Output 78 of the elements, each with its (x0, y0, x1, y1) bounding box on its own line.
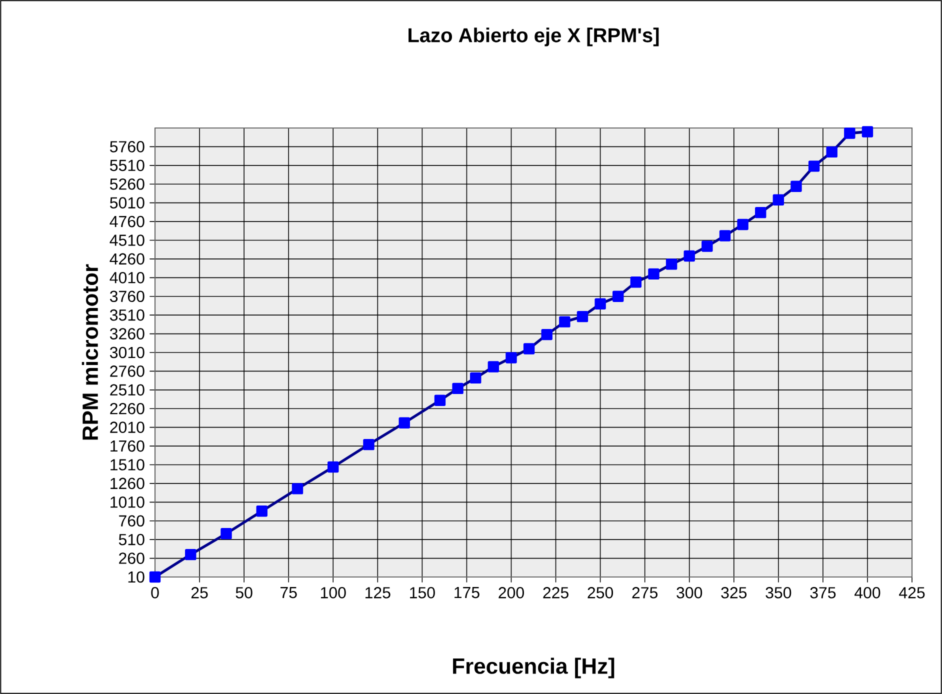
point (220, 528, 232, 540)
y-tick-label: 5760 (110, 141, 144, 152)
point (630, 276, 642, 288)
point (185, 548, 196, 560)
x-tick-label: 125 (366, 587, 390, 598)
point (434, 394, 446, 406)
point (292, 483, 304, 494)
y-tick-label: 4760 (110, 216, 144, 228)
point (506, 352, 517, 364)
y-tick-label: 510 (118, 534, 144, 546)
point (844, 128, 856, 139)
point (719, 230, 731, 242)
y-tick-label: 3510 (110, 309, 144, 321)
point (328, 461, 339, 473)
point (256, 506, 268, 517)
x-tick-label: 75 (280, 587, 297, 598)
point (702, 240, 713, 252)
x-tick-label: 400 (854, 587, 880, 598)
point (398, 417, 410, 428)
x-tick-label: 275 (632, 587, 658, 598)
x-tick-label: 300 (676, 587, 702, 598)
point (826, 146, 838, 158)
y-tick-label: 5510 (110, 160, 144, 172)
point (755, 206, 766, 218)
point (648, 268, 660, 280)
x-tick-label: 175 (454, 587, 480, 598)
point (363, 438, 374, 450)
point (666, 258, 678, 270)
x-tick-label: 350 (766, 587, 792, 598)
point (790, 180, 802, 192)
point (612, 290, 624, 302)
y-tick-label: 4260 (110, 253, 144, 265)
y-tick-label: 2010 (110, 422, 144, 433)
x-tick-label: 150 (410, 587, 435, 598)
x-axis-title: Frecuencia [Hz] (453, 658, 614, 678)
point (559, 316, 570, 328)
y-tick-label: 3260 (110, 328, 144, 340)
y-tick-label: 4010 (110, 272, 144, 284)
chart-title: Lazo Abierto eje X [RPM's] (408, 28, 659, 46)
point (808, 160, 820, 172)
y-tick-label: 260 (119, 552, 144, 564)
x-tick-label: 250 (588, 587, 614, 598)
point (149, 571, 161, 583)
point (737, 218, 748, 230)
point (594, 298, 606, 310)
x-tick-label: 25 (191, 587, 208, 598)
point (452, 382, 464, 394)
y-tick-label: 1510 (110, 459, 144, 470)
y-tick-label: 5260 (110, 178, 144, 190)
y-tick-label: 2510 (110, 384, 144, 396)
y-tick-label: 3010 (110, 346, 144, 358)
y-tick-label: 1760 (110, 440, 144, 452)
x-tick-label: 375 (810, 587, 836, 598)
y-tick-label: 2260 (110, 402, 144, 414)
point (576, 310, 588, 322)
x-tick-label: 200 (498, 587, 524, 598)
x-tick-label: 225 (543, 587, 568, 598)
x-tick-label: 50 (236, 587, 252, 598)
y-axis-title: RPM micromotor (82, 264, 98, 440)
y-tick-label: 1260 (110, 478, 144, 490)
x-tick-label: 325 (721, 587, 747, 598)
y-tick-label: 10 (128, 571, 144, 583)
y-tick-label: 760 (119, 515, 144, 527)
y-tick-label: 5010 (110, 197, 144, 208)
point (684, 250, 695, 262)
y-tick-label: 4510 (110, 234, 144, 246)
point (772, 194, 784, 206)
point (541, 328, 552, 340)
y-tick-label: 3760 (110, 290, 144, 302)
point (862, 126, 874, 138)
point (488, 361, 500, 372)
x-tick-label: 0 (151, 587, 159, 598)
x-tick-label: 425 (899, 587, 925, 598)
x-tick-label: 100 (320, 587, 346, 598)
point (523, 343, 535, 354)
y-tick-label: 1010 (110, 496, 144, 508)
y-tick-label: 2760 (110, 366, 144, 377)
point (470, 372, 482, 384)
